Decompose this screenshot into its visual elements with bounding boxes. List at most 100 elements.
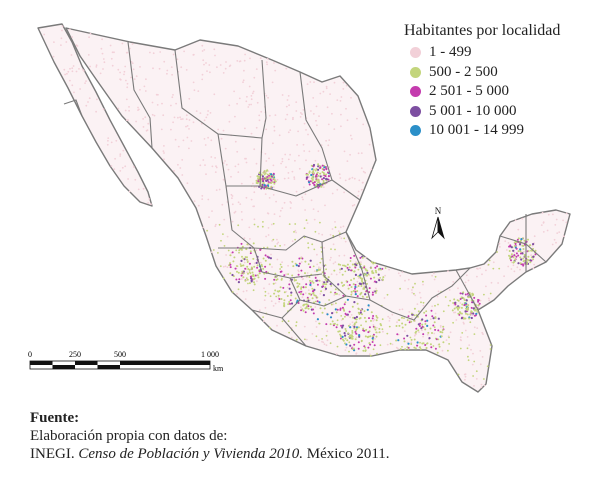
locality-dot: [294, 223, 297, 225]
state-border: [218, 247, 323, 279]
locality-dot: [289, 279, 291, 282]
locality-dot: [79, 88, 81, 90]
locality-dot: [339, 264, 342, 266]
locality-dot: [276, 278, 279, 281]
locality-dot: [341, 306, 344, 309]
locality-dot: [283, 303, 286, 306]
locality-dot: [185, 118, 188, 121]
locality-dot: [413, 334, 416, 337]
locality-dot: [274, 282, 277, 284]
locality-dot: [403, 317, 405, 319]
locality-dot: [225, 61, 227, 63]
locality-dot: [338, 232, 341, 235]
locality-dot: [472, 293, 475, 296]
locality-dot: [197, 204, 200, 207]
locality-dot: [242, 270, 245, 273]
locality-dot: [517, 254, 520, 257]
locality-dot: [407, 278, 410, 281]
locality-dot: [287, 172, 290, 174]
locality-dot: [272, 175, 275, 178]
locality-dot: [515, 255, 518, 258]
locality-dot: [299, 116, 302, 118]
locality-dot: [479, 267, 481, 270]
locality-dot: [264, 152, 267, 155]
locality-dot: [309, 279, 312, 282]
locality-dot: [352, 290, 355, 292]
locality-dot: [193, 89, 196, 92]
locality-dot: [464, 375, 467, 378]
locality-dot: [408, 319, 411, 322]
locality-dot: [273, 182, 276, 185]
locality-dot: [253, 148, 256, 151]
locality-dot: [224, 147, 227, 150]
locality-dot: [331, 192, 334, 195]
locality-dot: [341, 317, 344, 320]
locality-dot: [222, 233, 224, 236]
locality-dot: [295, 279, 297, 282]
locality-dot: [487, 263, 490, 266]
locality-dot: [459, 336, 462, 339]
locality-dot: [410, 338, 413, 341]
locality-dot: [203, 138, 206, 140]
locality-dot: [382, 276, 385, 279]
locality-dot: [153, 114, 156, 117]
locality-dot: [349, 260, 352, 262]
locality-dot: [309, 283, 312, 286]
locality-dot: [375, 315, 378, 318]
locality-dot: [203, 49, 206, 51]
locality-dot: [354, 265, 356, 268]
locality-dot: [240, 259, 243, 262]
locality-dot: [332, 303, 335, 306]
locality-dot: [483, 384, 486, 387]
locality-dot: [309, 180, 312, 183]
locality-dot: [303, 325, 306, 328]
locality-dot: [345, 84, 348, 87]
locality-dot: [262, 171, 265, 174]
locality-dot: [117, 68, 120, 71]
locality-dot: [413, 314, 416, 317]
locality-dot: [302, 304, 305, 307]
locality-dot: [519, 262, 522, 265]
locality-dot: [229, 64, 232, 67]
locality-dot: [311, 333, 314, 335]
locality-dot: [280, 266, 283, 268]
locality-dot: [264, 306, 267, 309]
locality-dot: [353, 316, 356, 320]
locality-dot: [223, 245, 226, 247]
locality-dot: [255, 261, 258, 264]
locality-dot: [519, 248, 522, 251]
locality-dot: [323, 247, 325, 249]
locality-dot: [562, 219, 564, 222]
locality-dot: [316, 318, 319, 321]
locality-dot: [357, 326, 360, 329]
locality-dot: [248, 85, 251, 88]
locality-dot: [237, 201, 240, 204]
locality-dot: [211, 210, 213, 213]
locality-dot: [381, 328, 384, 331]
locality-dot: [241, 255, 243, 258]
locality-dot: [368, 342, 371, 345]
locality-dot: [263, 184, 266, 187]
locality-dot: [163, 60, 166, 63]
locality-dot: [144, 90, 147, 92]
locality-dot: [95, 64, 98, 67]
locality-dot: [208, 64, 211, 66]
locality-dot: [384, 267, 387, 269]
locality-dot: [256, 266, 259, 269]
locality-dot: [363, 329, 366, 332]
locality-dot: [470, 316, 473, 320]
source-line-2-suffix: México 2011.: [303, 446, 390, 462]
locality-dot: [163, 152, 165, 154]
locality-dot: [246, 278, 249, 281]
locality-dot: [357, 190, 360, 193]
locality-dot: [457, 308, 460, 311]
locality-dot: [121, 166, 124, 169]
locality-dot: [52, 55, 55, 58]
locality-dot: [281, 277, 283, 280]
locality-dot: [363, 316, 366, 319]
locality-dot: [296, 282, 299, 285]
locality-dot: [321, 233, 324, 236]
locality-dot: [348, 266, 351, 269]
locality-dot: [252, 257, 255, 260]
locality-dot: [63, 68, 66, 71]
